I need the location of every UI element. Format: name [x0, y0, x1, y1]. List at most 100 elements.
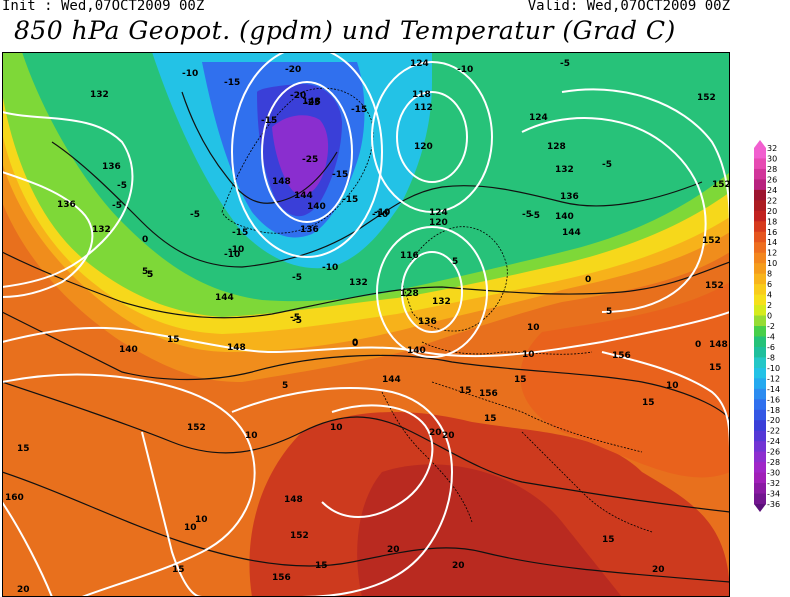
legend-swatch	[754, 451, 766, 463]
temperature-label: 10	[522, 350, 535, 360]
legend-swatch	[754, 388, 766, 400]
temperature-label: -10	[322, 263, 338, 273]
temperature-label: -10	[182, 69, 198, 79]
geopotential-label: 132	[92, 225, 111, 235]
legend-swatch	[754, 430, 766, 442]
legend-swatch	[754, 242, 766, 254]
map-title: 850 hPa Geopot. (gpdm) und Temperatur (G…	[14, 16, 676, 45]
legend-tick-label: 10	[767, 259, 777, 268]
temperature-label: 0	[352, 339, 358, 349]
temperature-label: -15	[261, 116, 277, 126]
temperature-label: -5	[112, 201, 122, 211]
temperature-label: 15	[167, 335, 180, 345]
geopotential-label: 144	[294, 191, 313, 201]
legend-tick-label: 4	[767, 291, 772, 300]
legend-tick-label: 8	[767, 270, 772, 279]
temperature-label: 20	[387, 545, 400, 555]
legend-tick-label: -2	[767, 322, 775, 331]
legend-tick-label: 22	[767, 196, 777, 205]
legend-tick-label: 20	[767, 207, 777, 216]
geopotential-label: 120	[429, 218, 448, 228]
temperature-label: -10	[372, 210, 388, 220]
legend-swatch	[754, 399, 766, 411]
legend-swatch	[754, 336, 766, 348]
legend-tick-label: -4	[767, 332, 775, 341]
legend-swatch	[754, 294, 766, 306]
legend-tick-label: 26	[767, 175, 777, 184]
temperature-label: 15	[709, 363, 722, 373]
legend-swatch	[754, 441, 766, 453]
legend-tick-label: 2	[767, 301, 772, 310]
legend-tick-label: 28	[767, 165, 777, 174]
temperature-label: 10	[527, 323, 540, 333]
legend-swatch	[754, 231, 766, 243]
legend-swatch	[754, 305, 766, 316]
legend-swatch	[754, 472, 766, 484]
legend-swatch	[754, 252, 766, 264]
color-legend: 32302826242220181614121086420-2-4-6-8-10…	[754, 140, 780, 512]
geopotential-label: 120	[414, 142, 433, 152]
legend-swatch	[754, 315, 766, 327]
legend-tick-label: 0	[767, 312, 772, 321]
temperature-label: 15	[642, 398, 655, 408]
header: Init : Wed,07OCT2009 00Z Valid: Wed,07OC…	[0, 0, 790, 50]
temperature-label: 15	[17, 444, 30, 454]
geopotential-label: 112	[414, 103, 433, 113]
geopotential-label: 152	[702, 236, 721, 246]
legend-tick-label: -32	[767, 479, 780, 488]
temperature-label: -15	[332, 170, 348, 180]
geopotential-contours	[2, 52, 730, 597]
temperature-label: 20	[442, 431, 455, 441]
legend-swatch	[754, 357, 766, 369]
temperature-label: -5	[290, 313, 300, 323]
temperature-label: -15	[351, 105, 367, 115]
temperature-label: -15	[342, 195, 358, 205]
geopotential-label: 124	[410, 59, 429, 69]
geopotential-label: 144	[382, 375, 401, 385]
geopotential-label: 152	[697, 93, 716, 103]
legend-tick-label: 24	[767, 186, 777, 195]
temperature-label: 5	[282, 381, 288, 391]
geopotential-label: 132	[349, 278, 368, 288]
geopotential-label: 132	[432, 297, 451, 307]
legend-swatch	[754, 148, 766, 159]
geopotential-label: 136	[102, 162, 121, 172]
geopotential-label: 136	[418, 317, 437, 327]
geopotential-label: 118	[412, 90, 431, 100]
geopotential-label: 136	[57, 200, 76, 210]
geopotential-label: 128	[400, 289, 419, 299]
legend-tick-label: -14	[767, 385, 780, 394]
legend-swatch	[754, 462, 766, 473]
legend-tick-label: -12	[767, 374, 780, 383]
weather-map[interactable]: 132 136 136 132 140 144 148 152 160 148 …	[2, 52, 730, 597]
legend-tick-label: -28	[767, 458, 780, 467]
temperature-label: 15	[459, 386, 472, 396]
legend-swatch	[754, 346, 766, 358]
legend-tick-label: -6	[767, 343, 775, 352]
temperature-label: 10	[195, 515, 208, 525]
legend-tick-label: 32	[767, 144, 777, 153]
temperature-label: 20	[652, 565, 665, 575]
legend-tick-label: -10	[767, 364, 780, 373]
geopotential-label: 140	[407, 346, 426, 356]
geopotential-label: 148	[227, 343, 246, 353]
temperature-label: -25	[304, 98, 320, 108]
geopotential-label: 160	[5, 493, 24, 503]
geopotential-label: 132	[555, 165, 574, 175]
temperature-label: -5	[292, 316, 302, 326]
geopotential-label: 136	[560, 192, 579, 202]
legend-tick-label: -18	[767, 406, 780, 415]
geopotential-label: 136	[300, 225, 319, 235]
legend-bottom-arrow	[754, 504, 766, 512]
temperature-label: -10	[374, 208, 390, 218]
temperature-label: -5	[602, 160, 612, 170]
legend-tick-label: -26	[767, 448, 780, 457]
temperature-label: -5	[530, 211, 540, 221]
geopotential-label: 152	[187, 423, 206, 433]
legend-top-arrow	[754, 140, 766, 148]
temperature-label: -10	[457, 65, 473, 75]
geopotential-label: 140	[555, 212, 574, 222]
temperature-label: -25	[302, 155, 318, 165]
temperature-label: 0	[695, 340, 701, 350]
geopotential-label: 148	[302, 97, 321, 107]
